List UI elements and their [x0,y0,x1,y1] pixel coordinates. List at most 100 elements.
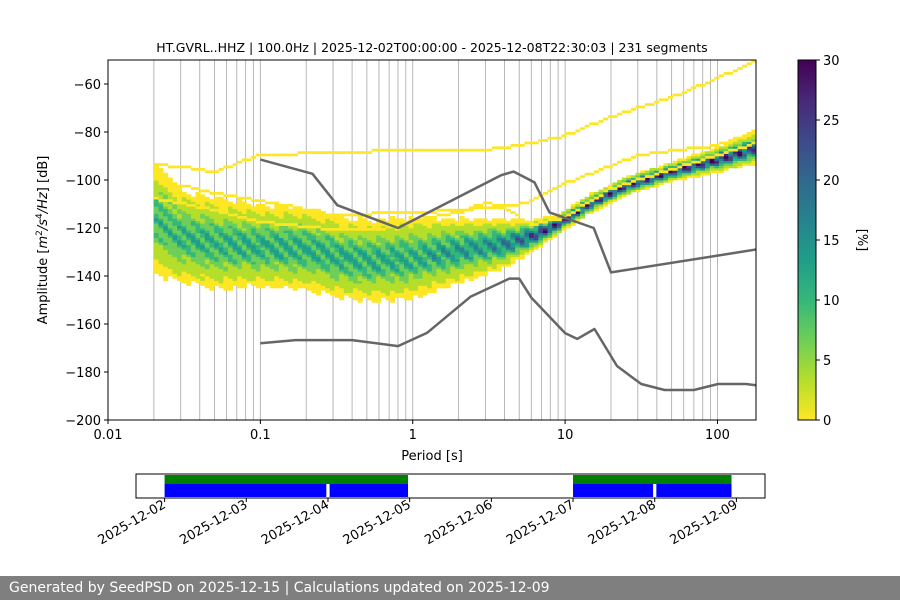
psd-cell [204,230,210,234]
psd-cell [227,223,234,226]
psd-cell [302,213,308,217]
psd-cell [278,266,284,270]
psd-cell [260,252,266,255]
psd-cell [709,163,715,166]
psd-cell [450,249,456,253]
psd-cell [556,228,562,231]
psd-cell [376,261,382,265]
psd-cell [505,244,511,248]
psd-cell [385,280,391,284]
psd-cell [575,213,581,217]
psd-cell [315,208,322,212]
psd-cell [181,237,187,241]
psd-cell [348,230,354,234]
upper-trace-cell [371,148,377,152]
psd-cell [380,240,386,243]
psd-cell [487,242,493,246]
psd-cell [478,232,484,236]
psd-cell [403,252,410,255]
psd-cell [292,249,298,253]
psd-cell [427,256,433,260]
psd-cell [214,268,220,272]
psd-cell [237,235,243,238]
coverage-segment [573,475,732,484]
psd-cell [339,273,345,277]
mid-trace-cell [468,208,474,212]
upper-trace-cell [575,129,581,133]
psd-cell [227,259,234,262]
timeline-date-label: 2025-12-04 [259,497,332,548]
y-tick-label: −80 [74,126,101,141]
psd-cell [505,240,511,243]
psd-cell [167,256,173,260]
psd-cell [630,177,636,181]
psd-cell [158,266,164,270]
psd-cell [450,256,456,260]
low-trace-cell [751,141,756,145]
psd-cell [181,223,187,226]
psd-cell [454,264,460,267]
psd-cell [436,244,442,248]
psd-cell [334,276,340,279]
psd-cell [204,256,210,260]
mid-trace-cell [422,211,428,214]
psd-cell [417,264,423,267]
low-trace-cell [556,218,562,222]
psd-cell [302,216,308,219]
psd-cell [329,276,335,279]
psd-cell [320,244,326,248]
low-trace-cell [566,213,572,217]
psd-cell [491,261,498,265]
psd-cell [283,244,289,248]
psd-cell [200,216,206,219]
psd-cell [538,232,544,236]
psd-cell [167,235,173,238]
psd-cell [315,237,322,241]
psd-cell [181,256,187,260]
upper-trace-cell [626,110,632,114]
psd-cell [607,201,613,205]
psd-cell [357,225,363,229]
psd-cell [251,268,257,272]
psd-cell [315,288,322,291]
psd-cell [510,247,516,250]
mid-trace-cell [667,148,674,152]
psd-cell [334,278,340,282]
psd-cell [181,206,187,210]
psd-cell [167,240,173,243]
psd-cell [529,244,535,248]
psd-cell [357,264,363,267]
psd-cell [403,237,410,241]
psd-cell [751,151,756,154]
psd-cell [302,249,308,253]
psd-cell [561,213,567,217]
psd-cell [478,223,484,226]
psd-cell [441,268,447,272]
psd-cell [390,259,396,262]
psd-cell [728,153,734,157]
psd-cell [288,213,294,217]
psd-cell [654,184,660,188]
psd-cell [366,225,372,229]
psd-cell [450,259,456,262]
psd-cell [399,264,405,267]
psd-cell [265,237,271,241]
psd-cell [390,254,396,258]
mid-trace-cell [450,208,456,212]
psd-cell [200,235,206,238]
psd-cell [450,242,456,246]
psd-cell [454,268,460,272]
psd-cell [190,256,196,260]
upper-trace-cell [167,165,173,169]
psd-cell [181,264,187,267]
psd-cell [459,276,465,279]
psd-cell [403,249,410,253]
psd-cell [491,240,498,243]
psd-cell [320,266,326,270]
psd-cell [329,261,335,265]
psd-cell [385,264,391,267]
psd-cell [288,259,294,262]
psd-cell [394,264,400,267]
psd-cell [385,235,391,238]
psd-cell [445,280,451,284]
